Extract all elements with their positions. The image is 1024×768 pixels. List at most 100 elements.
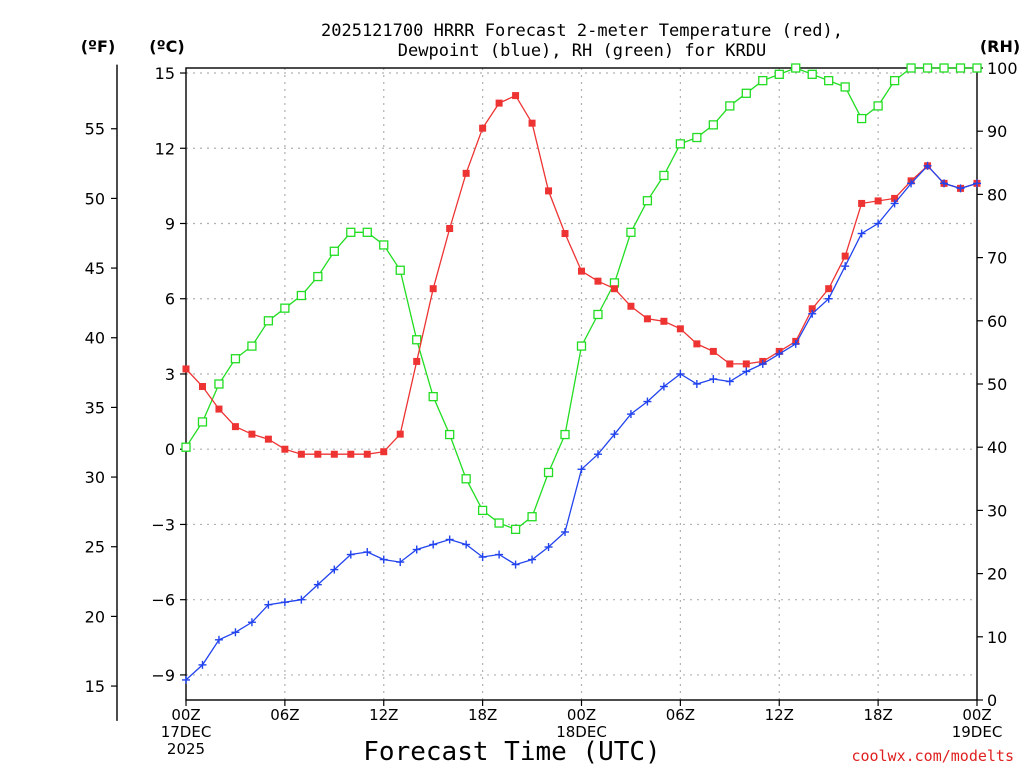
rh-point: [362, 227, 372, 237]
dewpoint-point: [923, 161, 932, 170]
temperature-point: [248, 430, 256, 438]
rh-point: [675, 139, 686, 149]
celsius-tick-label: 6: [165, 290, 175, 309]
temperature-point: [676, 325, 684, 333]
chart-title-line-2: Dewpoint (blue), RH (green) for KRDU: [398, 41, 766, 61]
rh-point: [329, 246, 339, 256]
temperature-point: [314, 450, 322, 458]
temperature-point: [578, 267, 585, 275]
x-tick-label: 06Z: [666, 706, 695, 724]
celsius-tick-label: 9: [165, 214, 175, 233]
dewpoint-point: [577, 465, 586, 474]
temperature-point: [380, 448, 388, 456]
temperature-point: [561, 230, 569, 238]
celsius-tick-label: 12: [155, 139, 175, 158]
dewpoint-point: [561, 527, 570, 536]
temperature-point: [594, 277, 602, 285]
fahrenheit-tick-label: 35: [85, 398, 105, 417]
temperature-point: [215, 405, 223, 413]
dewpoint-point: [511, 560, 520, 569]
rh-tick-label: 90: [987, 122, 1007, 141]
dewpoint-point: [956, 184, 965, 193]
rh-point: [296, 290, 307, 301]
rh-tick-label: 50: [987, 375, 1007, 394]
rh-point: [708, 120, 718, 130]
rh-point: [230, 354, 241, 364]
dewpoint-point: [313, 580, 322, 589]
temperature-point: [874, 197, 882, 205]
rh-tick-label: 10: [987, 628, 1007, 647]
rh-point: [181, 442, 191, 452]
rh-point: [560, 429, 570, 440]
rh-point: [758, 75, 768, 86]
source-credit: coolwx.com/modelts: [851, 747, 1014, 765]
dewpoint-point: [808, 309, 817, 318]
x-tick-label: 18Z: [468, 706, 497, 724]
dewpoint-line: [185, 164, 978, 681]
chart-title: 2025121700 HRRR Forecast 2-meter Tempera…: [321, 21, 843, 61]
fahrenheit-tick-label: 15: [85, 677, 105, 696]
dewpoint-point: [198, 660, 207, 669]
dewpoint-point: [841, 262, 850, 271]
dewpoint-point: [626, 410, 635, 419]
rh-point: [824, 75, 834, 86]
fahrenheit-tick-label: 55: [85, 120, 105, 139]
rh-point: [659, 170, 669, 181]
temperature-point: [297, 450, 305, 458]
dewpoint-point: [725, 377, 734, 386]
celsius-tick-label: 15: [155, 64, 175, 83]
dewpoint-point: [412, 545, 421, 554]
dewpoint-point: [791, 339, 800, 348]
rh-point: [494, 518, 504, 528]
dewpoint-point: [429, 540, 438, 549]
celsius-tick-label: −6: [151, 591, 175, 610]
rh-point: [939, 63, 949, 73]
temperature-point: [528, 119, 536, 127]
rh-point: [280, 303, 290, 313]
temperature-point: [841, 252, 849, 260]
chart-title-line-1: 2025121700 HRRR Forecast 2-meter Tempera…: [321, 21, 843, 41]
x-tick-label: 2025: [167, 740, 205, 758]
temperature-point: [726, 360, 734, 368]
temperature-point: [462, 169, 470, 177]
dewpoint-point: [544, 543, 553, 552]
rh-point: [922, 63, 933, 73]
temperature-point: [429, 285, 437, 293]
rh-point: [873, 101, 883, 111]
rh-tick-label: 30: [987, 501, 1007, 520]
temperature-point: [396, 430, 404, 438]
dewpoint-point: [264, 600, 273, 609]
dewpoint-point: [857, 229, 866, 238]
temperature-point: [709, 347, 717, 355]
dewpoint-point: [758, 359, 767, 368]
rh-point: [214, 379, 224, 389]
temperature-point: [512, 92, 520, 100]
temperature-point: [643, 315, 651, 323]
dewpoint-point: [643, 397, 652, 406]
dewpoint-point: [445, 535, 454, 544]
temperature-point: [660, 317, 668, 325]
dewpoint-point: [940, 179, 949, 188]
rh-point: [247, 341, 257, 351]
fahrenheit-tick-label: 30: [85, 468, 105, 487]
rh-point: [593, 309, 603, 320]
rh-point: [807, 69, 817, 79]
dewpoint-point: [214, 635, 223, 644]
rh-point: [477, 505, 488, 516]
rh-point: [510, 524, 521, 535]
dewpoint-point: [462, 540, 471, 549]
dewpoint-series: [182, 161, 981, 684]
rh-point: [461, 474, 471, 484]
rh-point: [346, 227, 356, 237]
temperature-point: [627, 302, 635, 310]
dewpoint-point: [363, 548, 372, 557]
rh-point: [412, 335, 422, 345]
dewpoint-point: [280, 598, 289, 607]
rh-point: [741, 88, 751, 98]
rh-point: [445, 429, 455, 440]
fahrenheit-unit-label: (ºF): [81, 37, 116, 56]
rh-unit-label: (RH): [980, 37, 1020, 56]
temperature-point: [182, 365, 190, 373]
rh-tick-label: 40: [987, 438, 1007, 457]
rh-point: [543, 467, 554, 478]
